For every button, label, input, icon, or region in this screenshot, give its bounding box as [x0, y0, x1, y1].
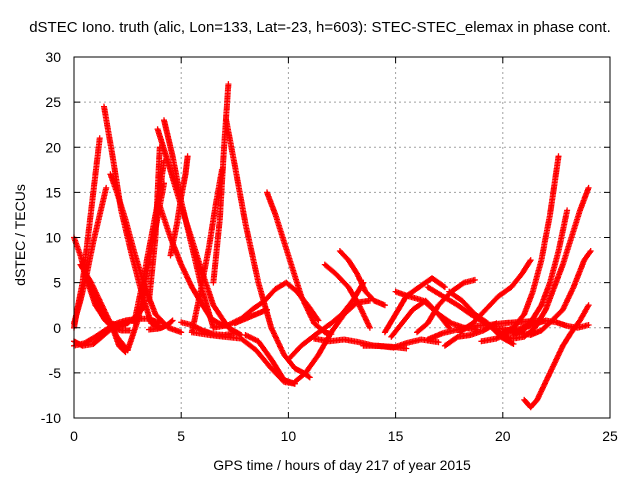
series-10 [109, 324, 129, 356]
data-point-track [321, 261, 373, 331]
series-30 [321, 261, 373, 331]
data-point-track [146, 144, 163, 304]
data-point-track [146, 317, 176, 333]
axis-ticks: 0 5 10 15 20 25 -10 -5 0 5 10 15 20 25 30 [41, 49, 618, 444]
series-26 [242, 332, 298, 387]
series-34 [381, 275, 448, 336]
data-point-track [264, 189, 335, 338]
data-point-track [167, 153, 191, 259]
x-tick-label: 10 [281, 428, 297, 444]
x-tick-label: 20 [495, 428, 511, 444]
y-tick-label: 30 [45, 49, 61, 65]
y-tick-label: 5 [53, 275, 61, 291]
data-point-track [336, 248, 388, 309]
series-49 [521, 317, 592, 331]
series-14 [146, 144, 163, 304]
y-tick-label: -10 [41, 410, 61, 426]
x-tick-label: 5 [177, 428, 185, 444]
data-marks [71, 81, 594, 411]
series-46 [499, 153, 562, 336]
series-21 [210, 81, 232, 286]
x-tick-label: 15 [388, 428, 404, 444]
series-27 [231, 306, 270, 327]
y-tick-label: 15 [45, 184, 61, 200]
data-point-track [210, 81, 232, 286]
chart-title: dSTEC Iono. truth (alic, Lon=133, Lat=-2… [29, 19, 611, 36]
y-tick-label: 25 [45, 94, 61, 110]
y-tick-label: -5 [49, 365, 62, 381]
data-point-track [381, 275, 448, 336]
series-31 [336, 248, 388, 309]
series-18 [167, 153, 191, 259]
y-axis-label: dSTEC / TECUs [12, 184, 28, 286]
y-tick-label: 10 [45, 230, 61, 246]
x-tick-label: 0 [70, 428, 78, 444]
x-axis-label: GPS time / hours of day 217 of year 2015 [213, 457, 471, 473]
data-point-track [231, 306, 270, 327]
data-point-track [285, 279, 367, 363]
data-point-track [499, 153, 562, 336]
data-point-track [521, 317, 592, 331]
y-tick-label: 20 [45, 139, 61, 155]
y-tick-label: 0 [53, 320, 61, 336]
data-point-track [242, 332, 298, 387]
x-tick-label: 25 [602, 428, 618, 444]
series-23 [264, 189, 335, 338]
data-point-track [424, 317, 541, 343]
series-29 [285, 279, 367, 363]
data-point-track [109, 324, 129, 356]
series-42 [424, 317, 541, 343]
series-13 [146, 317, 176, 333]
